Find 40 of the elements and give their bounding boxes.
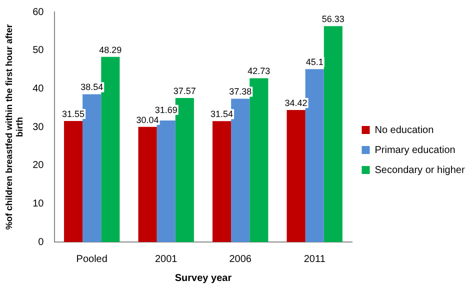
y-tick-label: 30	[32, 122, 44, 133]
legend-label: Secondary or higher	[374, 164, 466, 176]
data-label: 34.42	[284, 98, 308, 108]
data-label: 30.04	[136, 114, 159, 125]
y-tick-label: 10	[32, 198, 44, 210]
data-label: 42.73	[248, 66, 270, 76]
bar	[324, 26, 342, 242]
data-label: 31.54	[210, 109, 234, 120]
x-tick-label: 2011	[304, 254, 326, 265]
y-tick-label: 20	[32, 160, 44, 172]
x-axis-title: Survey year	[174, 272, 232, 284]
bar	[212, 121, 232, 242]
bar	[156, 120, 176, 242]
bar	[286, 110, 306, 242]
bar	[175, 98, 194, 242]
legend-label: Primary education	[374, 144, 456, 156]
y-tick-label: 50	[32, 45, 44, 56]
bar	[231, 98, 250, 242]
bar	[82, 94, 102, 242]
bar	[305, 69, 324, 242]
bar	[138, 126, 157, 242]
x-tick-label: Pooled	[76, 254, 108, 265]
bar	[250, 78, 268, 242]
data-label: 48.29	[99, 44, 122, 55]
data-label: 31.69	[154, 104, 178, 115]
y-tick-label: 40	[32, 83, 44, 94]
y-axis-title: %of children breastfed within the first hour after birth	[4, 24, 25, 230]
legend-label: No education	[374, 124, 434, 136]
data-label: 38.54	[80, 82, 104, 92]
data-label: 37.57	[173, 86, 196, 96]
y-tick-label: 60	[32, 6, 44, 18]
data-label: 31.55	[62, 109, 85, 120]
bar	[101, 56, 120, 242]
data-label: 56.33	[322, 14, 344, 24]
x-tick-label: 2006	[229, 254, 252, 265]
bar	[64, 121, 83, 242]
data-label: 45.1	[306, 57, 324, 68]
data-label: 37.38	[229, 86, 252, 97]
y-tick-label: 0	[38, 236, 44, 248]
x-tick-label: 2001	[154, 254, 178, 265]
